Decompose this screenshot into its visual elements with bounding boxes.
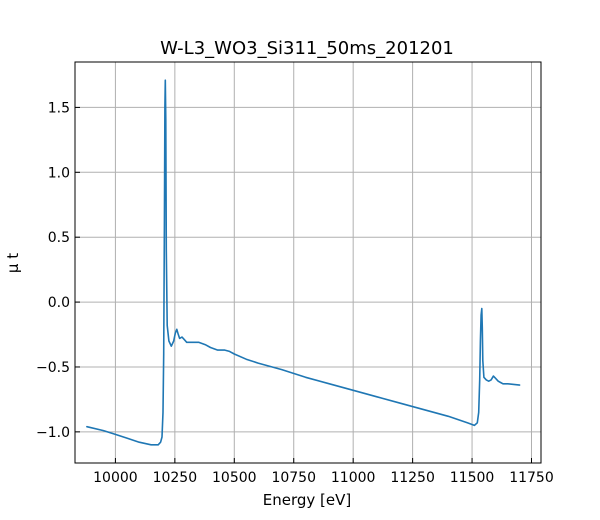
x-tick-label: 10750	[271, 470, 316, 486]
y-tick-label: 0.0	[48, 295, 70, 311]
x-tick-label: 10250	[153, 470, 198, 486]
y-tick-label: 1.0	[48, 165, 70, 181]
plot-frame	[74, 61, 542, 464]
x-tick-label: 11750	[509, 470, 554, 486]
y-tick-label: −0.5	[36, 360, 70, 376]
y-tick-label: 0.5	[48, 230, 70, 246]
y-axis-title: μ t	[4, 253, 22, 273]
x-tick-label: 10000	[93, 470, 138, 486]
series-line	[86, 79, 521, 446]
x-tick-label: 10500	[212, 470, 257, 486]
y-tick-label: 1.5	[48, 100, 70, 116]
grid	[75, 62, 541, 463]
x-tick-label: 11000	[331, 470, 376, 486]
x-axis-title: Energy [eV]	[263, 491, 351, 509]
plot-series	[86, 79, 521, 446]
x-tick-label: 11250	[390, 470, 435, 486]
y-tick-label: −1.0	[36, 425, 70, 441]
x-axis: 10000 10250 10500 10750 11000 11250 11500 11750	[93, 458, 554, 486]
y-axis: −1.0 −0.5 0.0 0.5 1.0 1.5	[36, 100, 80, 441]
x-tick-label: 11500	[450, 470, 495, 486]
chart-title: W-L3_WO3_Si311_50ms_201201	[160, 38, 454, 59]
